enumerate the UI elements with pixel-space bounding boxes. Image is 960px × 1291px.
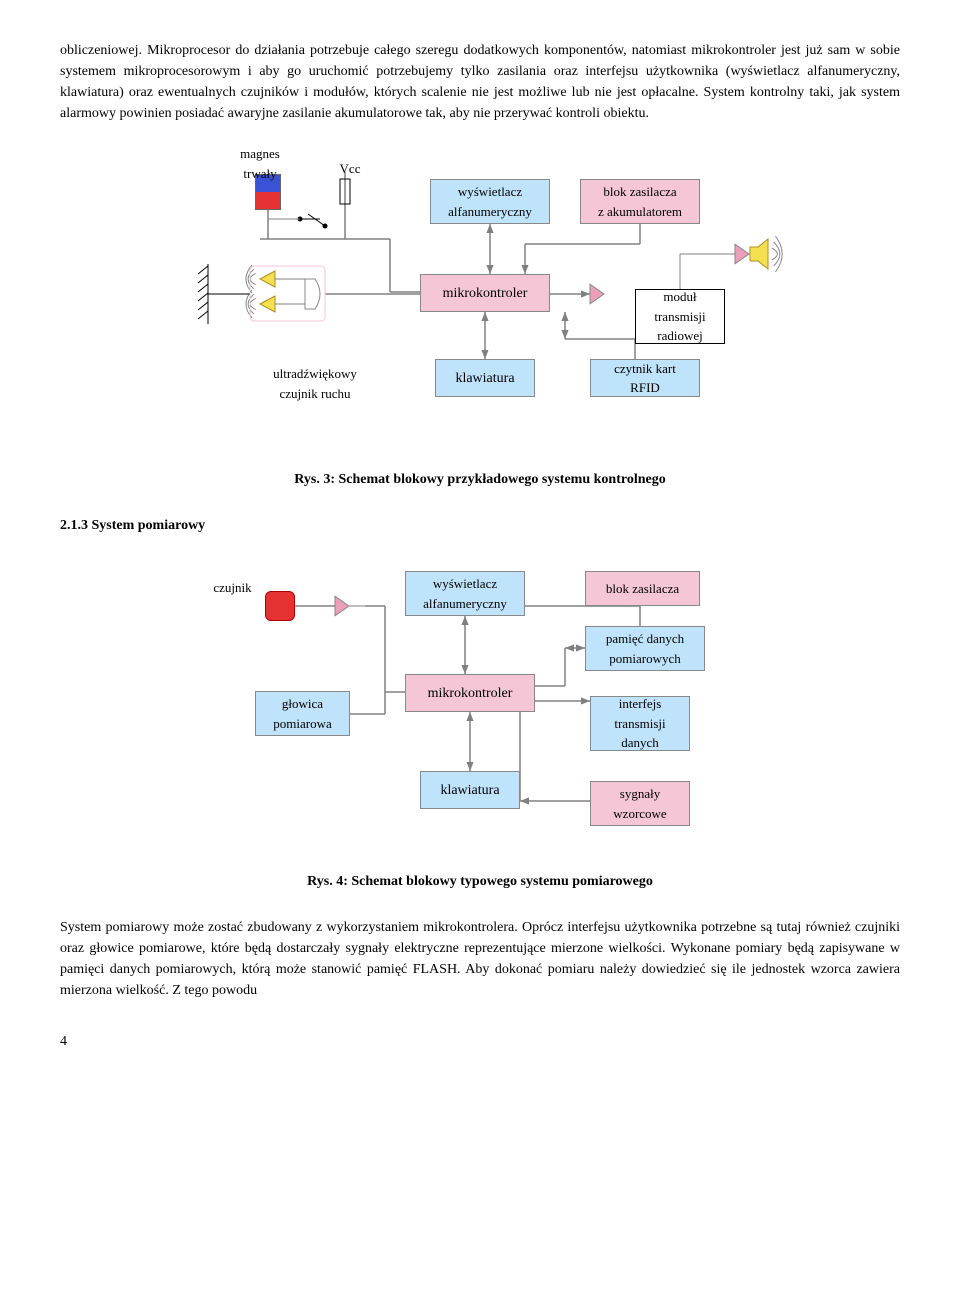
block-psu2: blok zasilacza [585,571,700,606]
diagram-1-wrap: wyświetlaczalfanumeryczny blok zasilaczaz… [60,144,900,454]
block-mem: pamięć danychpomiarowych [585,626,705,671]
paragraph-1: obliczeniowej. Mikroprocesor do działani… [60,40,900,124]
page-number: 4 [60,1031,900,1052]
block-disp2: wyświetlaczalfanumeryczny [405,571,525,616]
diagram-2-wrap: wyświetlaczalfanumeryczny blok zasilacza g… [60,556,900,856]
block-kbd2: klawiatura [420,771,520,809]
label: ultradźwiękowyczujnik ruchu [250,364,380,403]
block-mk: mikrokontroler [420,274,550,312]
section-heading: 2.1.3 System pomiarowy [60,515,900,536]
paragraph-2: System pomiarowy może zostać zbudowany z… [60,917,900,1001]
block-sensor [265,591,295,621]
label: Vcc [330,159,370,179]
block-radio: modułtransmisjiradiowej [635,289,725,344]
diagram-2: wyświetlaczalfanumeryczny blok zasilacza g… [170,556,790,856]
block-kbd: klawiatura [435,359,535,397]
block-intf: interfejstransmisjidanych [590,696,690,751]
label: czujnik [205,578,260,598]
block-glow: głowicapomiarowa [255,691,350,736]
block-rfid: czytnik kartRFID [590,359,700,397]
block-mk2: mikrokontroler [405,674,535,712]
figure-caption-2: Rys. 4: Schemat blokowy typowego systemu… [60,871,900,892]
label: magnestrwały [230,144,290,183]
block-wz: sygnaływzorcowe [590,781,690,826]
block-psu: blok zasilaczaz akumulatorem [580,179,700,224]
figure-caption-1: Rys. 3: Schemat blokowy przykładowego sy… [60,469,900,490]
diagram-1: wyświetlaczalfanumeryczny blok zasilaczaz… [160,144,800,454]
block-disp: wyświetlaczalfanumeryczny [430,179,550,224]
